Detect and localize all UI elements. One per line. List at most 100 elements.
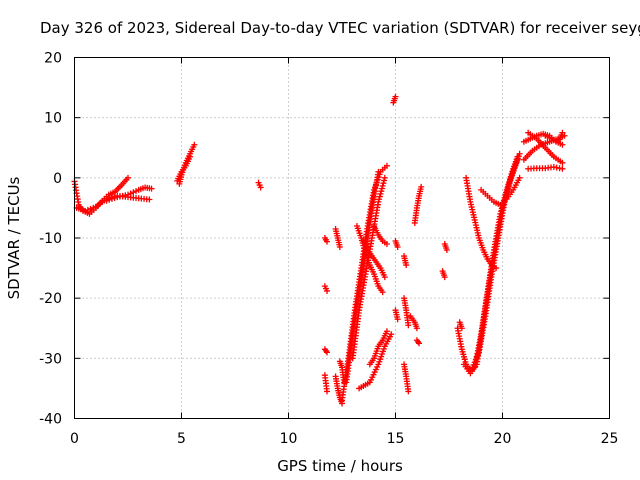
y-tick-labels: -40 -30 -20 -10 0 10 20 [39, 51, 62, 428]
data-point [324, 388, 331, 395]
data-point [388, 331, 395, 338]
series-arc-y [401, 295, 412, 329]
data-point [378, 185, 385, 192]
series-arc-u [371, 222, 390, 248]
x-tick-label: 5 [177, 431, 186, 447]
data-point [559, 141, 566, 148]
series-arc-ao [525, 129, 566, 166]
x-tick-label: 25 [601, 431, 619, 447]
data-point [375, 168, 382, 175]
y-tick-label: 20 [44, 51, 62, 67]
data-point [191, 141, 198, 148]
x-axis-label: GPS time / hours [277, 457, 403, 475]
data-point [505, 185, 512, 192]
data-point [443, 247, 450, 254]
series-arc-z [401, 253, 410, 269]
data-point [375, 198, 382, 205]
data-point [506, 180, 513, 187]
grid [74, 57, 610, 419]
y-tick-label: -40 [39, 412, 62, 428]
data-point [514, 156, 521, 163]
series-arc-ab [407, 313, 420, 332]
data-point [324, 349, 331, 356]
series-arc-t [366, 328, 390, 368]
series-arc-ac [411, 183, 425, 226]
data-point [324, 238, 331, 245]
series-arc-ap [525, 164, 566, 172]
data-point [379, 182, 386, 189]
data-point [103, 197, 110, 204]
series-arc-o [343, 168, 382, 386]
data-point [381, 174, 388, 181]
data-point [133, 188, 140, 195]
data-point [108, 195, 115, 202]
series-arc-e [174, 153, 194, 184]
y-tick-label: -20 [39, 291, 62, 307]
data-point [146, 196, 153, 203]
y-tick-label: -30 [39, 351, 62, 367]
data-point [383, 162, 390, 169]
series-arc-k [332, 225, 343, 251]
data-points [71, 93, 568, 407]
series-arc-af [439, 268, 448, 281]
series-arc-aa [401, 361, 412, 395]
x-tick-label: 10 [280, 431, 298, 447]
series-arc-s [356, 331, 395, 392]
data-point [505, 182, 512, 189]
series-arc-g [321, 235, 331, 245]
data-point [418, 183, 425, 190]
data-point [376, 196, 383, 203]
data-point [111, 194, 118, 201]
data-point [84, 206, 91, 213]
data-point [127, 190, 134, 197]
data-point [416, 340, 423, 347]
data-point [90, 204, 97, 211]
series-arc-ak [463, 174, 500, 272]
y-axis-label: SDTVAR / TECUs [5, 176, 23, 299]
y-tick-label: 0 [53, 171, 62, 187]
plot-frame [74, 57, 610, 419]
data-point [377, 190, 384, 197]
data-point [148, 185, 155, 192]
data-point [559, 165, 566, 172]
x-tick-label: 20 [494, 431, 512, 447]
data-point [187, 153, 194, 160]
data-point [493, 265, 500, 272]
x-tick-label: 0 [70, 431, 79, 447]
data-point [380, 180, 387, 187]
data-point [394, 244, 401, 251]
data-point [392, 93, 399, 100]
data-point [504, 188, 511, 195]
data-point [403, 262, 410, 269]
series-arc-x [392, 307, 401, 323]
series-arc-w [392, 238, 401, 251]
y-tick-label: 10 [44, 111, 62, 127]
y-tick-label: -10 [39, 231, 62, 247]
data-point [106, 196, 113, 203]
data-point [383, 241, 390, 248]
data-point [378, 188, 385, 195]
data-point [82, 207, 89, 214]
x-tick-labels: 0 5 10 15 20 25 [70, 431, 618, 447]
data-point [257, 184, 264, 191]
series-arc-v [390, 93, 399, 106]
data-point [507, 177, 514, 184]
series-arc-c [103, 184, 155, 204]
chart-title: Day 326 of 2023, Sidereal Day-to-day VTE… [40, 19, 640, 37]
data-point [125, 191, 131, 198]
data-point [413, 325, 420, 332]
data-point [561, 132, 568, 139]
data-point [383, 328, 390, 335]
data-point [559, 129, 566, 136]
series-arc-aj [469, 156, 521, 371]
data-point [324, 287, 331, 294]
data-point [516, 174, 523, 181]
data-point [379, 289, 386, 296]
data-point [394, 316, 401, 323]
series-arc-j [321, 372, 331, 395]
data-point [336, 244, 343, 251]
x-tick-label: 15 [387, 431, 405, 447]
data-point [87, 205, 94, 212]
data-point [130, 189, 137, 196]
